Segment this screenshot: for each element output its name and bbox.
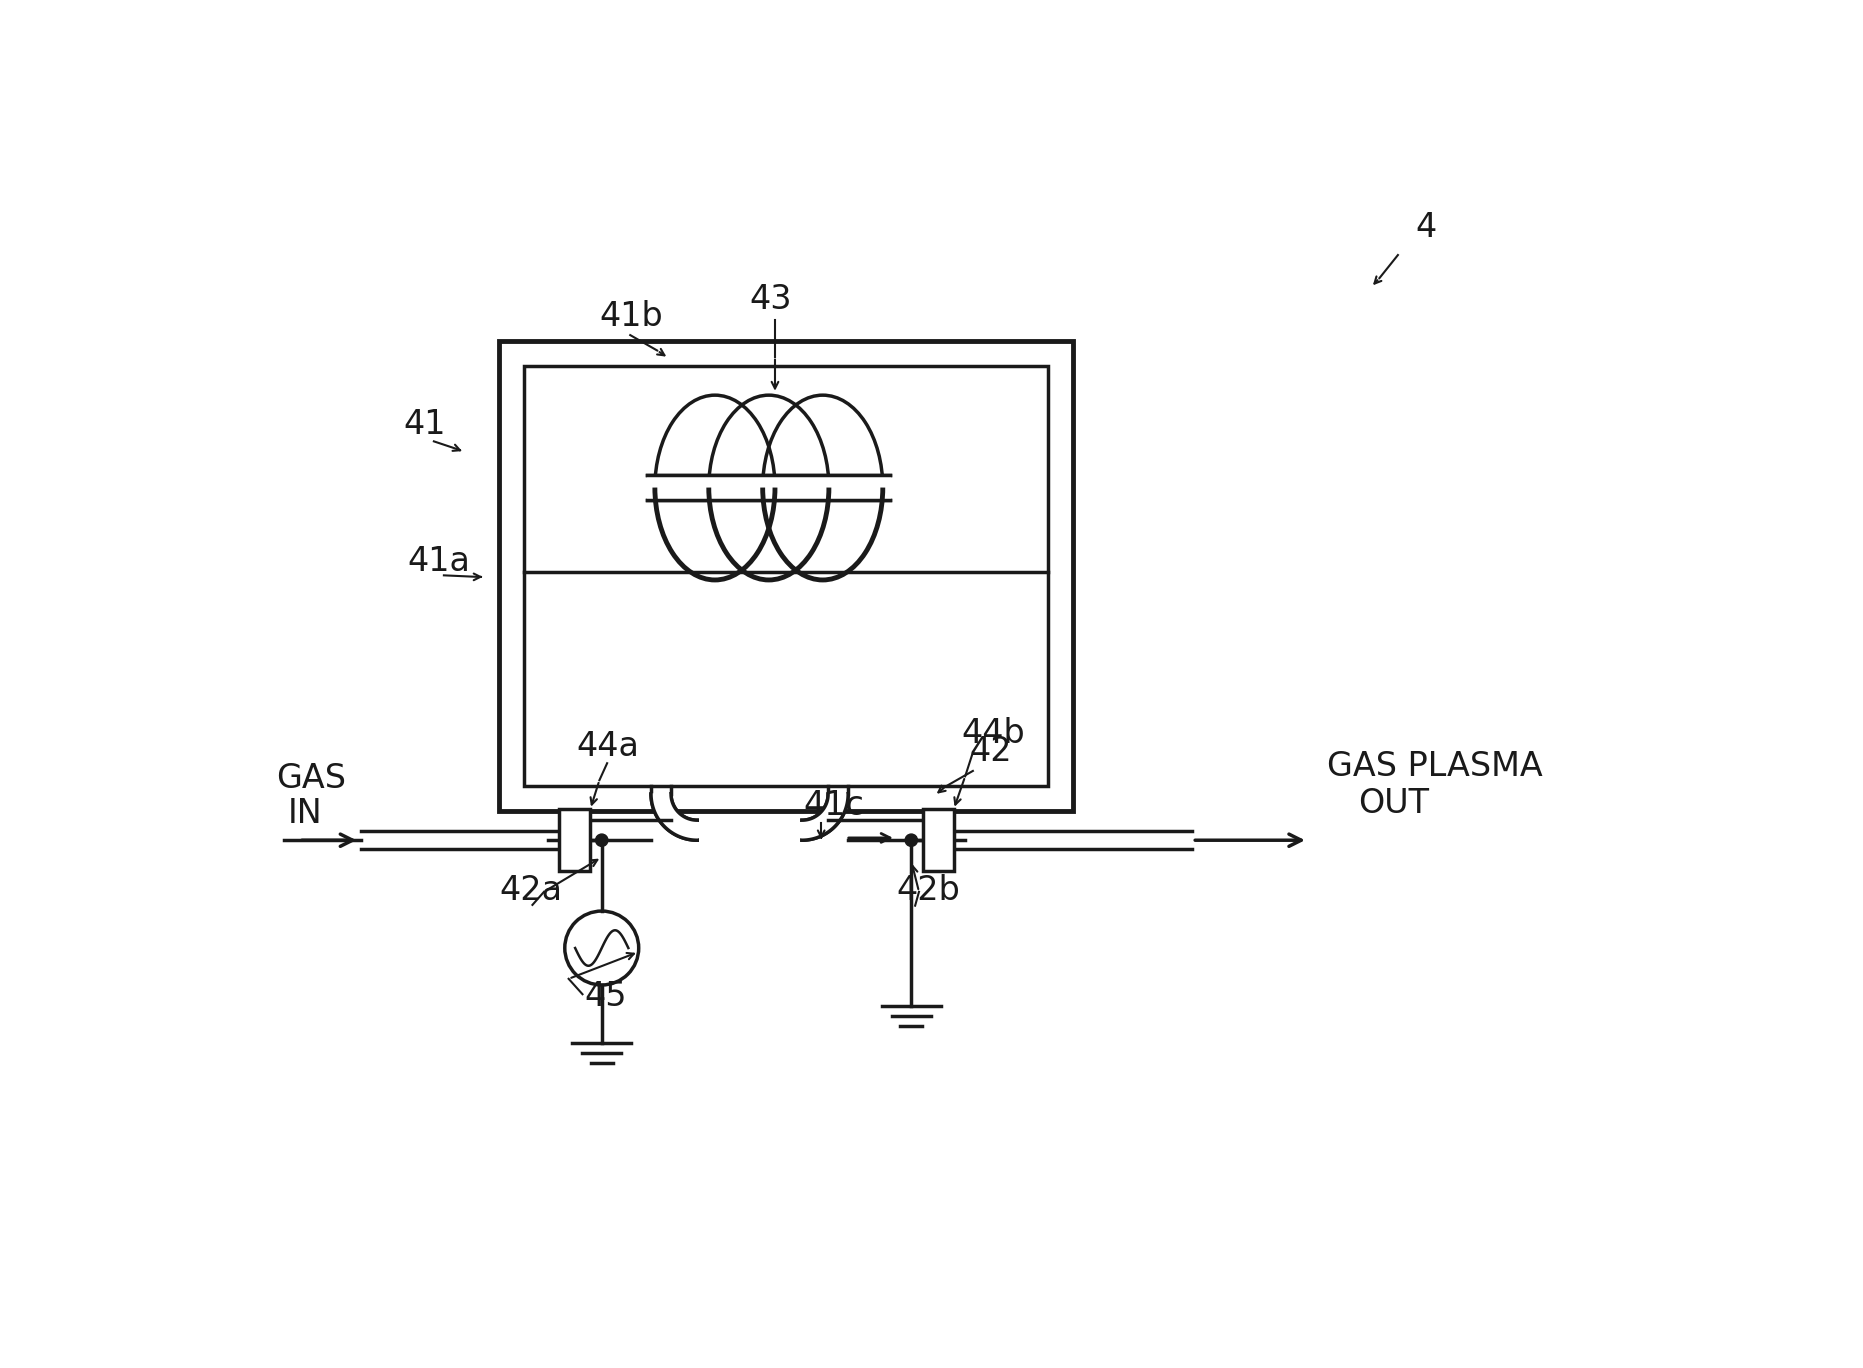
- Text: 41a: 41a: [406, 544, 469, 577]
- Circle shape: [596, 834, 607, 847]
- Bar: [499, 341, 1073, 811]
- Text: 42a: 42a: [499, 874, 563, 907]
- Text: 42b: 42b: [896, 874, 959, 907]
- Text: 41b: 41b: [600, 300, 663, 332]
- Text: 44a: 44a: [576, 729, 639, 762]
- Text: GAS: GAS: [276, 762, 347, 795]
- Text: 4: 4: [1416, 211, 1436, 245]
- Text: 42: 42: [969, 735, 1012, 767]
- Circle shape: [905, 834, 917, 847]
- Text: 43: 43: [749, 283, 792, 316]
- Text: 41: 41: [402, 408, 445, 440]
- Polygon shape: [650, 793, 697, 840]
- Text: 41c: 41c: [803, 789, 864, 822]
- Polygon shape: [801, 793, 848, 840]
- Bar: [524, 365, 1049, 787]
- Text: IN: IN: [287, 796, 322, 829]
- Bar: [559, 810, 591, 871]
- Text: 44b: 44b: [961, 717, 1025, 750]
- Text: 45: 45: [583, 979, 626, 1012]
- Bar: [922, 810, 954, 871]
- Text: OUT: OUT: [1358, 787, 1429, 821]
- Text: GAS PLASMA: GAS PLASMA: [1326, 750, 1543, 784]
